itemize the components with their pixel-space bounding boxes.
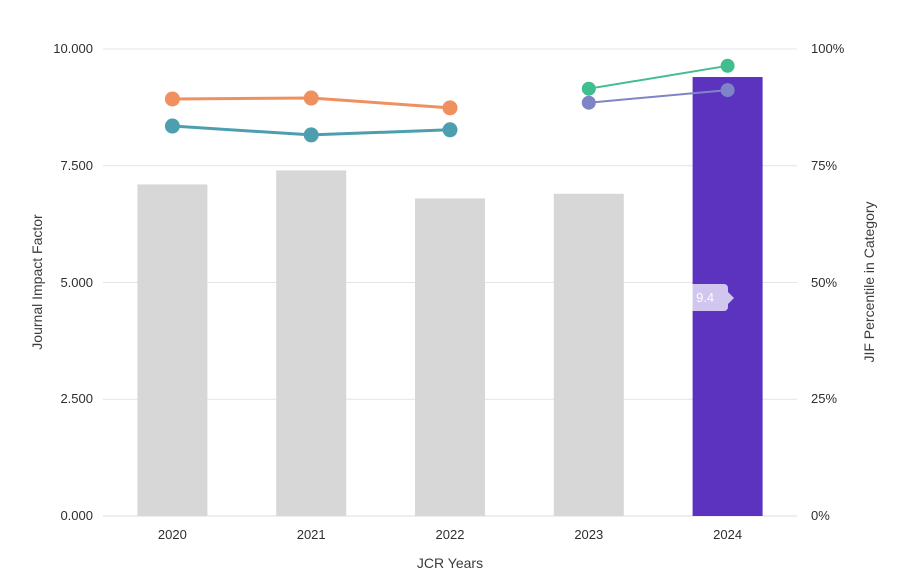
plot-area (103, 48, 797, 517)
point-jif-percentile-category-3-2023[interactable] (581, 81, 596, 96)
bar-2020[interactable] (137, 184, 208, 516)
left-axis-tick: 5.000 (60, 274, 93, 290)
jif-percentile-category-4-line (588, 89, 728, 104)
point-jif-percentile-category-1-2022[interactable] (442, 100, 458, 116)
bar-2024[interactable] (692, 77, 763, 516)
x-axis-tick-2020: 2020 (157, 527, 187, 542)
right-axis-title: JIF Percentile in Category (861, 201, 877, 363)
point-jif-percentile-category-4-2023[interactable] (581, 95, 596, 110)
point-jif-percentile-category-1-2020[interactable] (164, 91, 180, 107)
bar-2022[interactable] (415, 198, 485, 516)
left-axis-tick: 0.000 (60, 508, 93, 523)
left-axis-tick: 2.500 (60, 391, 93, 407)
right-axis-tick: 0% (811, 508, 830, 523)
left-axis-tick: 7.500 (60, 157, 93, 173)
left-axis-tick: 10.000 (53, 41, 93, 56)
point-jif-percentile-category-2-2021[interactable] (303, 127, 319, 143)
point-jif-percentile-category-3-2024[interactable] (720, 58, 735, 73)
x-axis-title: JCR Years (416, 555, 484, 571)
bar-2023[interactable] (553, 193, 624, 516)
jif-percentile-category-3-line (588, 64, 728, 90)
right-axis-tick: 75% (811, 157, 838, 173)
x-axis-tick-2024: 2024 (713, 527, 743, 542)
bar-2021[interactable] (276, 170, 347, 517)
right-axis-tick: 50% (811, 274, 838, 290)
point-jif-percentile-category-4-2024[interactable] (720, 83, 735, 98)
x-axis-tick-2022: 2022 (435, 527, 465, 542)
point-jif-percentile-category-1-2021[interactable] (303, 90, 319, 106)
x-axis-tick-2021: 2021 (296, 527, 326, 542)
point-jif-percentile-category-2-2022[interactable] (442, 122, 458, 138)
left-axis-title: Journal Impact Factor (29, 214, 45, 350)
right-axis-tick: 100% (811, 41, 845, 56)
plot-svg (103, 48, 797, 517)
right-axis-tick: 25% (811, 391, 838, 407)
x-axis-tick-2023: 2023 (574, 527, 604, 542)
point-jif-percentile-category-2-2020[interactable] (164, 118, 180, 134)
